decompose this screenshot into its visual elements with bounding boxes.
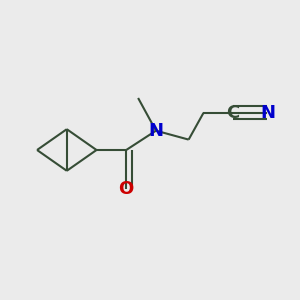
Text: O: O: [118, 180, 134, 198]
Text: C: C: [226, 104, 240, 122]
Text: N: N: [260, 104, 275, 122]
Text: N: N: [148, 122, 164, 140]
